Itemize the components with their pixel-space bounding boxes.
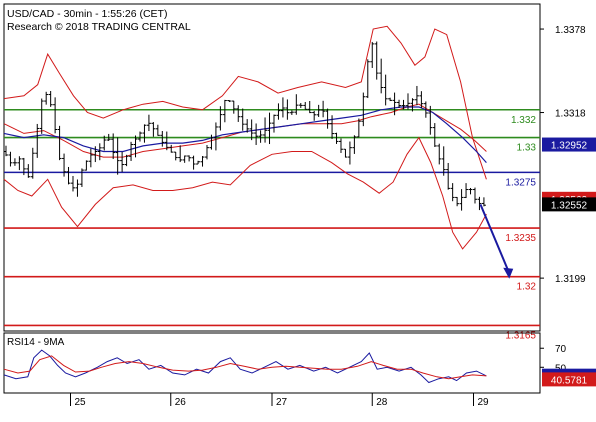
price-tag-label: 1.32552 (551, 200, 588, 211)
support-resistance-levels: 1.332 1.33 1.3275 1.3235 1.32 1.3165 (4, 108, 540, 341)
price-axis-label: 1.3199 (555, 274, 586, 285)
time-axis-label: 27 (276, 397, 288, 408)
rsi-tags: 41.200640.5781 (542, 368, 596, 387)
bollinger-bands (3, 25, 487, 250)
rsi-tag-label: 40.5781 (551, 375, 588, 386)
price-plot-frame (3, 3, 541, 332)
forecast-arrow (479, 203, 514, 279)
moving-average-line (3, 106, 487, 163)
price-axis: 1.3378 1.3318 1.3199 (540, 25, 586, 285)
time-axis-label: 26 (175, 397, 187, 408)
time-axis-label: 28 (376, 397, 388, 408)
price-bars (3, 41, 486, 211)
price-tag-box (542, 197, 596, 212)
level-label: 1.3165 (505, 330, 536, 341)
chart-title: USD/CAD - 30min - 1:55:26 (CET) (7, 8, 167, 20)
bollinger-upper-line (3, 25, 487, 180)
level-label: 1.3235 (505, 233, 536, 244)
rsi-series-line (3, 355, 487, 380)
level-label: 1.332 (511, 115, 536, 126)
price-axis-label: 1.3378 (555, 25, 586, 36)
time-axis-label: 29 (477, 397, 489, 408)
level-label: 1.33 (517, 143, 537, 154)
time-axis: 25 26 27 28 29 (70, 393, 489, 408)
price-tag-box (542, 137, 596, 152)
time-axis-label: 25 (75, 397, 87, 408)
bollinger-lower-line (3, 136, 487, 250)
rsi-tag-box (542, 372, 596, 387)
price-axis-label: 1.3318 (555, 109, 586, 120)
level-label: 1.3275 (505, 177, 536, 188)
forecast-arrow-shaft (479, 203, 510, 272)
rsi-title: RSI14 - 9MA (7, 337, 65, 348)
rsi-axis-label: 70 (555, 344, 567, 355)
rsi-lines (3, 349, 487, 384)
forecast-arrow-head (503, 267, 514, 279)
price-tag-label: 1.32952 (551, 141, 588, 152)
chart-credit: Research © 2018 TRADING CENTRAL (7, 21, 191, 33)
level-label: 1.32 (517, 282, 537, 293)
